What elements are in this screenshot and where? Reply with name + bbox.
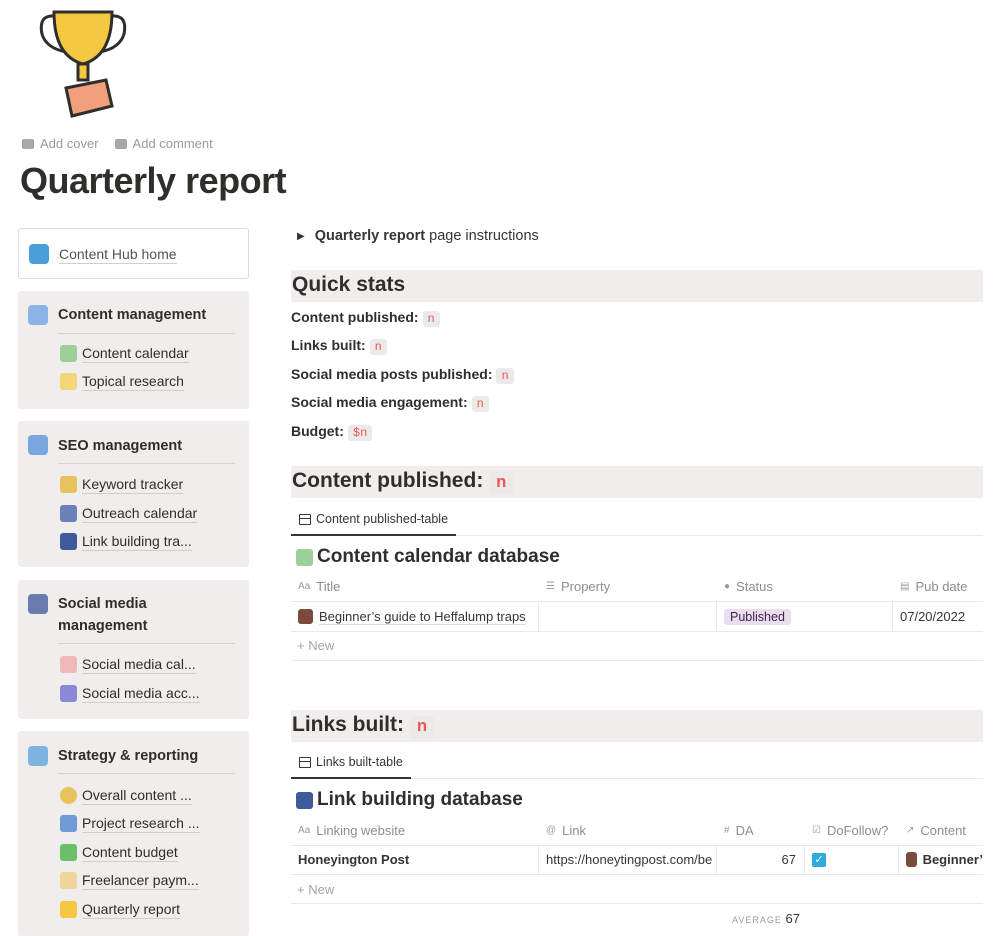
database-title[interactable]: Link building database [296,789,523,811]
computer-icon [28,305,48,325]
sidebar-item-overall-content[interactable]: Overall content ... [60,786,192,805]
sidebar-item-outreach-calendar[interactable]: Outreach calendar [60,504,198,523]
house-icon [906,852,917,867]
payment-icon [60,872,77,889]
trophy-icon [39,10,127,118]
checkbox-icon: ☑ [812,825,821,836]
database-title[interactable]: Content calendar database [296,546,560,568]
compass-icon [60,787,77,804]
stat-budget: Budget: $n [291,423,373,441]
page-title: Quarterly report [20,160,287,201]
add-cover-button[interactable]: Add cover [22,136,99,151]
accounts-icon [60,685,77,702]
status-badge: Published [724,608,791,625]
sidebar-item-project-research[interactable]: Project research ... [60,814,200,833]
sidebar-item-content-budget[interactable]: Content budget [60,843,178,862]
text-type-icon: Aa [298,581,311,592]
person-icon [28,594,48,614]
lightbulb-icon [60,373,77,390]
links-built-heading: Links built: n [291,710,983,742]
content-management-card: Content management Content calendar Topi… [18,291,249,409]
new-row-button[interactable]: + New [297,882,335,897]
status-icon: ● [724,581,731,592]
person-phone-icon [60,505,77,522]
house-icon [298,609,313,624]
table-icon [299,513,311,525]
calendar-icon: ▤ [900,581,910,592]
table-header: Aa Linking website @ Link # DA ☑ DoFollow? ↗… [291,816,983,846]
sidebar-item-social-media-calendar[interactable]: Social media cal... [60,655,196,674]
map-icon [60,815,77,832]
strategy-reporting-card: Strategy & reporting Overall content ...… [18,731,249,936]
trophy-icon [60,901,77,918]
table-header: Aa Title ☰ Property ● Status ▤ Pub date [291,572,983,602]
link-icon: @ [546,825,557,836]
table-row[interactable]: Beginner’s guide to Heffalump traps Publ… [291,602,983,632]
table-icon [299,756,311,768]
new-row-button[interactable]: + New [297,638,335,653]
binoculars-icon [28,435,48,455]
sidebar-item-social-media-accounts[interactable]: Social media acc... [60,684,200,703]
stat-social-posts: Social media posts published: n [291,366,514,384]
chart-icon [28,746,48,766]
triangle-right-icon: ▶ [297,230,305,242]
table-row[interactable]: Honeyington Post https://honeytingpost.c… [291,845,983,875]
sidebar-item-quarterly-report[interactable]: Quarterly report [60,900,181,919]
content-published-heading: Content published: n [291,466,983,498]
sidebar-item-topical-research[interactable]: Topical research [60,372,184,391]
dofollow-checkbox[interactable]: ✓ [812,852,826,867]
stat-links-built: Links built: n [291,337,387,355]
stat-social-engagement: Social media engagement: n [291,394,489,412]
tablet-icon [29,244,49,264]
sidebar-item-content-calendar[interactable]: Content calendar [60,344,189,363]
sidebar-item-link-building-tracker[interactable]: Link building tra... [60,532,192,551]
calendar-icon [60,345,77,362]
money-icon [60,844,77,861]
social-media-management-card: Social media management Social media cal… [18,580,249,719]
tab-content-published-table[interactable]: Content published-table [291,512,457,536]
instructions-toggle[interactable]: ▶ Quarterly report page instructions [297,228,539,244]
stat-content-published: Content published: n [291,309,440,327]
list-icon: ☰ [546,581,555,592]
key-icon [60,476,77,493]
tab-links-built-table[interactable]: Links built-table [291,755,411,779]
da-average: AVERAGE 67 [732,911,800,926]
calendar-icon [60,656,77,673]
sidebar-item-keyword-tracker[interactable]: Keyword tracker [60,475,184,494]
quick-stats-heading: Quick stats [291,270,983,302]
image-icon [22,139,34,149]
laptop-icon [60,533,77,550]
number-icon: # [724,825,730,836]
relation-arrow-icon: ↗ [906,825,915,836]
laptop-icon [296,791,313,809]
add-comment-button[interactable]: Add comment [114,136,213,151]
comment-icon [114,139,127,149]
calendar-icon [296,548,313,566]
sidebar-item-freelancer-payments[interactable]: Freelancer paym... [60,871,199,890]
content-hub-home-link[interactable]: Content Hub home [18,228,249,279]
seo-management-card: SEO management Keyword tracker Outreach … [18,421,249,567]
